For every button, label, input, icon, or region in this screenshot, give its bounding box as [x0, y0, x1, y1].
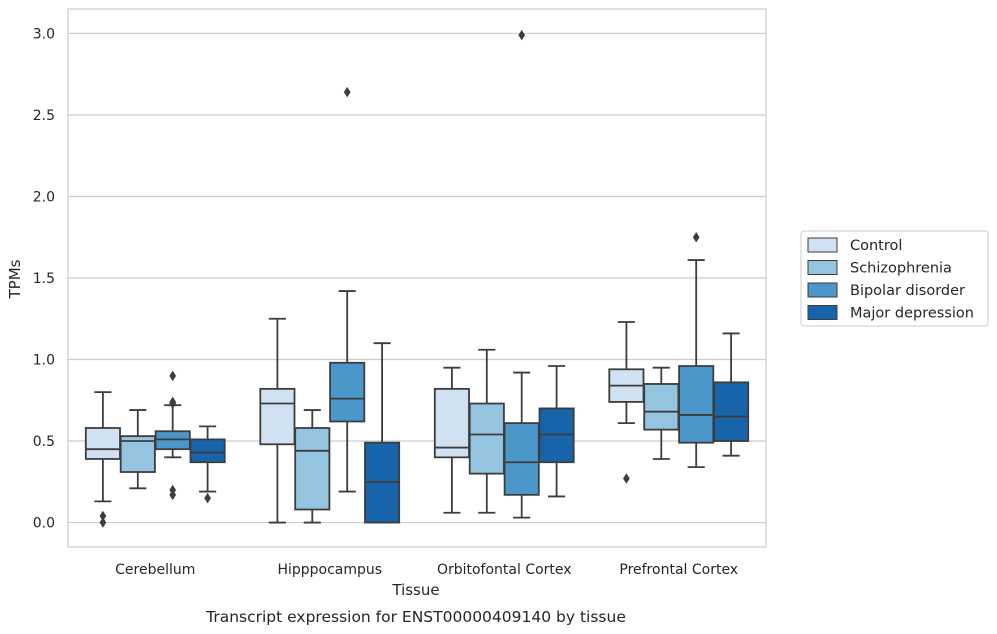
box-body	[119, 435, 156, 473]
legend-label: Schizophrenia	[850, 261, 952, 277]
box-groups	[84, 29, 750, 528]
outlier-point	[169, 489, 177, 501]
y-tick-label: 1.5	[33, 271, 55, 287]
legend-label: Major depression	[850, 306, 974, 322]
outlier-point	[99, 517, 107, 528]
legend: Control Schizophrenia Bipolar disorder Majo…	[800, 230, 989, 327]
outlier-point	[204, 492, 211, 504]
outlier-point	[692, 231, 700, 243]
box-control	[608, 321, 645, 484]
legend-swatch	[807, 237, 838, 253]
outlier-point	[99, 510, 107, 522]
y-axis-ticks: 0.0 0.5 1.0 1.5 2.0 2.5 3.0	[33, 26, 55, 531]
x-axis-ticks: Cerebellum Hipppocampus Orbitofontal Corte…	[115, 562, 738, 578]
box-major-depression	[538, 365, 575, 498]
outlier-point	[169, 398, 177, 409]
x-tick-label: Hipppocampus	[277, 562, 382, 578]
box-control	[259, 317, 296, 524]
chart-caption: Transcript expression for ENST0000040914…	[205, 608, 626, 626]
outlier-point	[169, 370, 177, 382]
box-body	[678, 365, 715, 444]
x-axis-label: Tissue	[391, 581, 439, 599]
box-control	[84, 391, 121, 528]
box-schizophrenia	[119, 409, 156, 490]
box-bipolar-disorder	[154, 370, 191, 501]
y-tick-label: 3.0	[33, 26, 55, 42]
legend-frame	[800, 230, 989, 327]
x-tick-label: Prefrontal Cortex	[619, 562, 738, 578]
legend-swatch	[807, 260, 838, 275]
y-tick-label: 0.5	[33, 434, 55, 450]
box-body	[433, 387, 470, 459]
box-body	[259, 387, 296, 446]
box-control	[433, 366, 470, 514]
box-schizophrenia	[643, 366, 680, 460]
outlier-point	[343, 86, 351, 98]
legend-label: Control	[850, 238, 902, 254]
y-tick-label: 1.0	[33, 353, 55, 369]
box-bipolar-disorder	[678, 231, 715, 469]
box-body	[294, 427, 331, 511]
box-body	[468, 402, 505, 475]
box-major-depression	[364, 342, 401, 524]
box-body	[189, 438, 226, 464]
box-schizophrenia	[468, 348, 505, 514]
box-body	[84, 427, 121, 460]
legend-swatch	[807, 305, 838, 320]
box-major-depression	[189, 425, 226, 504]
y-axis-label: TPMs	[6, 259, 24, 299]
y-tick-label: 0.0	[33, 516, 55, 532]
outlier-point	[623, 473, 630, 484]
y-tick-label: 2.0	[33, 189, 55, 205]
box-body	[643, 383, 680, 431]
plot-area-frame	[67, 8, 767, 548]
box-schizophrenia	[294, 409, 331, 524]
x-tick-label: Cerebellum	[115, 562, 195, 578]
box-major-depression	[713, 332, 750, 457]
box-bipolar-disorder	[329, 86, 366, 493]
legend-swatch	[807, 282, 838, 298]
legend-label: Bipolar disorder	[850, 283, 965, 299]
outlier-point	[518, 29, 526, 41]
box-body	[503, 422, 540, 496]
box-bipolar-disorder	[503, 29, 540, 519]
y-tick-label: 2.5	[33, 108, 55, 124]
box-body	[329, 361, 366, 423]
box-body	[713, 381, 750, 442]
x-tick-label: Orbitofontal Cortex	[437, 562, 572, 578]
